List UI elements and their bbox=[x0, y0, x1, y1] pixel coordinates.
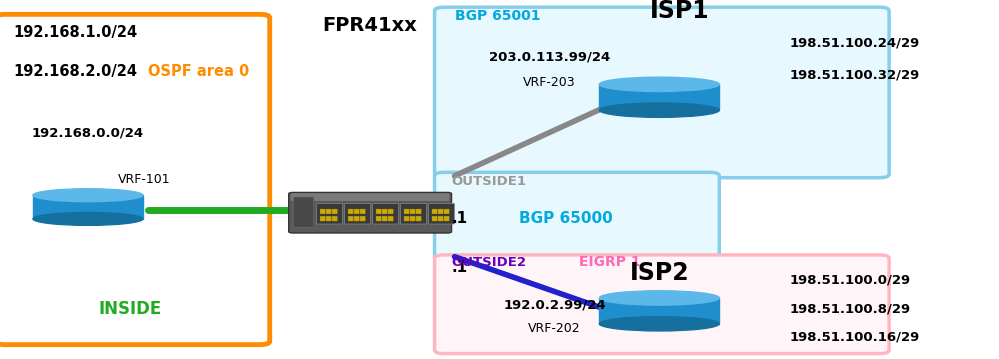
Text: OSPF area 0: OSPF area 0 bbox=[148, 64, 249, 79]
FancyBboxPatch shape bbox=[411, 209, 416, 214]
FancyBboxPatch shape bbox=[289, 192, 452, 233]
Text: 198.51.100.8/29: 198.51.100.8/29 bbox=[789, 302, 910, 315]
FancyBboxPatch shape bbox=[326, 216, 332, 221]
Ellipse shape bbox=[33, 213, 143, 225]
Text: BGP 65000: BGP 65000 bbox=[519, 211, 613, 227]
Ellipse shape bbox=[599, 317, 719, 331]
Text: VRF-203: VRF-203 bbox=[523, 76, 575, 89]
Text: VRF-202: VRF-202 bbox=[528, 322, 580, 335]
FancyBboxPatch shape bbox=[0, 14, 270, 345]
Text: FPR41xx: FPR41xx bbox=[323, 16, 417, 34]
FancyBboxPatch shape bbox=[373, 204, 399, 224]
Text: 198.51.100.0/29: 198.51.100.0/29 bbox=[789, 274, 910, 286]
Polygon shape bbox=[599, 84, 719, 110]
FancyBboxPatch shape bbox=[444, 216, 450, 221]
Ellipse shape bbox=[33, 189, 143, 202]
Text: .1: .1 bbox=[452, 260, 468, 275]
Text: 192.168.0.0/24: 192.168.0.0/24 bbox=[32, 126, 144, 139]
FancyBboxPatch shape bbox=[355, 216, 360, 221]
Text: .1: .1 bbox=[452, 211, 468, 227]
FancyBboxPatch shape bbox=[376, 209, 382, 214]
Text: 198.51.100.32/29: 198.51.100.32/29 bbox=[789, 69, 919, 82]
FancyBboxPatch shape bbox=[404, 216, 410, 221]
FancyBboxPatch shape bbox=[429, 204, 455, 224]
Text: 198.51.100.24/29: 198.51.100.24/29 bbox=[789, 37, 919, 50]
FancyBboxPatch shape bbox=[294, 197, 314, 228]
Text: OUTSIDE2: OUTSIDE2 bbox=[452, 256, 526, 269]
FancyBboxPatch shape bbox=[317, 204, 343, 224]
FancyBboxPatch shape bbox=[401, 204, 427, 224]
FancyBboxPatch shape bbox=[361, 209, 366, 214]
Text: 192.0.2.99/24: 192.0.2.99/24 bbox=[503, 299, 605, 312]
FancyBboxPatch shape bbox=[320, 216, 326, 221]
Polygon shape bbox=[599, 298, 719, 324]
FancyBboxPatch shape bbox=[417, 209, 422, 214]
Text: BGP 65001: BGP 65001 bbox=[455, 9, 540, 23]
FancyBboxPatch shape bbox=[291, 193, 450, 201]
FancyBboxPatch shape bbox=[355, 209, 360, 214]
FancyBboxPatch shape bbox=[326, 209, 332, 214]
FancyBboxPatch shape bbox=[332, 209, 338, 214]
FancyBboxPatch shape bbox=[432, 209, 438, 214]
Text: 198.51.100.16/29: 198.51.100.16/29 bbox=[789, 331, 919, 344]
Text: 192.168.1.0/24: 192.168.1.0/24 bbox=[13, 25, 137, 40]
Ellipse shape bbox=[599, 77, 719, 92]
Ellipse shape bbox=[599, 103, 719, 117]
FancyBboxPatch shape bbox=[345, 204, 371, 224]
FancyBboxPatch shape bbox=[320, 209, 326, 214]
Text: 192.168.2.0/24: 192.168.2.0/24 bbox=[13, 64, 137, 79]
FancyBboxPatch shape bbox=[438, 209, 444, 214]
Text: OUTSIDE1: OUTSIDE1 bbox=[452, 175, 526, 188]
Polygon shape bbox=[33, 195, 143, 219]
FancyBboxPatch shape bbox=[349, 209, 354, 214]
FancyBboxPatch shape bbox=[435, 172, 719, 260]
FancyBboxPatch shape bbox=[432, 216, 438, 221]
Ellipse shape bbox=[599, 291, 719, 305]
FancyBboxPatch shape bbox=[404, 209, 410, 214]
Text: 203.0.113.99/24: 203.0.113.99/24 bbox=[489, 51, 610, 64]
Text: ISP2: ISP2 bbox=[629, 261, 689, 285]
FancyBboxPatch shape bbox=[382, 216, 388, 221]
FancyBboxPatch shape bbox=[388, 216, 394, 221]
FancyBboxPatch shape bbox=[388, 209, 394, 214]
Text: VRF-101: VRF-101 bbox=[118, 173, 171, 186]
FancyBboxPatch shape bbox=[349, 216, 354, 221]
Text: ISP1: ISP1 bbox=[649, 0, 709, 23]
FancyBboxPatch shape bbox=[332, 216, 338, 221]
Text: INSIDE: INSIDE bbox=[98, 300, 162, 318]
Text: EIGRP 1: EIGRP 1 bbox=[579, 255, 641, 269]
FancyBboxPatch shape bbox=[411, 216, 416, 221]
FancyBboxPatch shape bbox=[435, 7, 889, 178]
FancyBboxPatch shape bbox=[444, 209, 450, 214]
FancyBboxPatch shape bbox=[361, 216, 366, 221]
FancyBboxPatch shape bbox=[417, 216, 422, 221]
FancyBboxPatch shape bbox=[438, 216, 444, 221]
FancyBboxPatch shape bbox=[382, 209, 388, 214]
FancyBboxPatch shape bbox=[435, 255, 889, 354]
FancyBboxPatch shape bbox=[376, 216, 382, 221]
